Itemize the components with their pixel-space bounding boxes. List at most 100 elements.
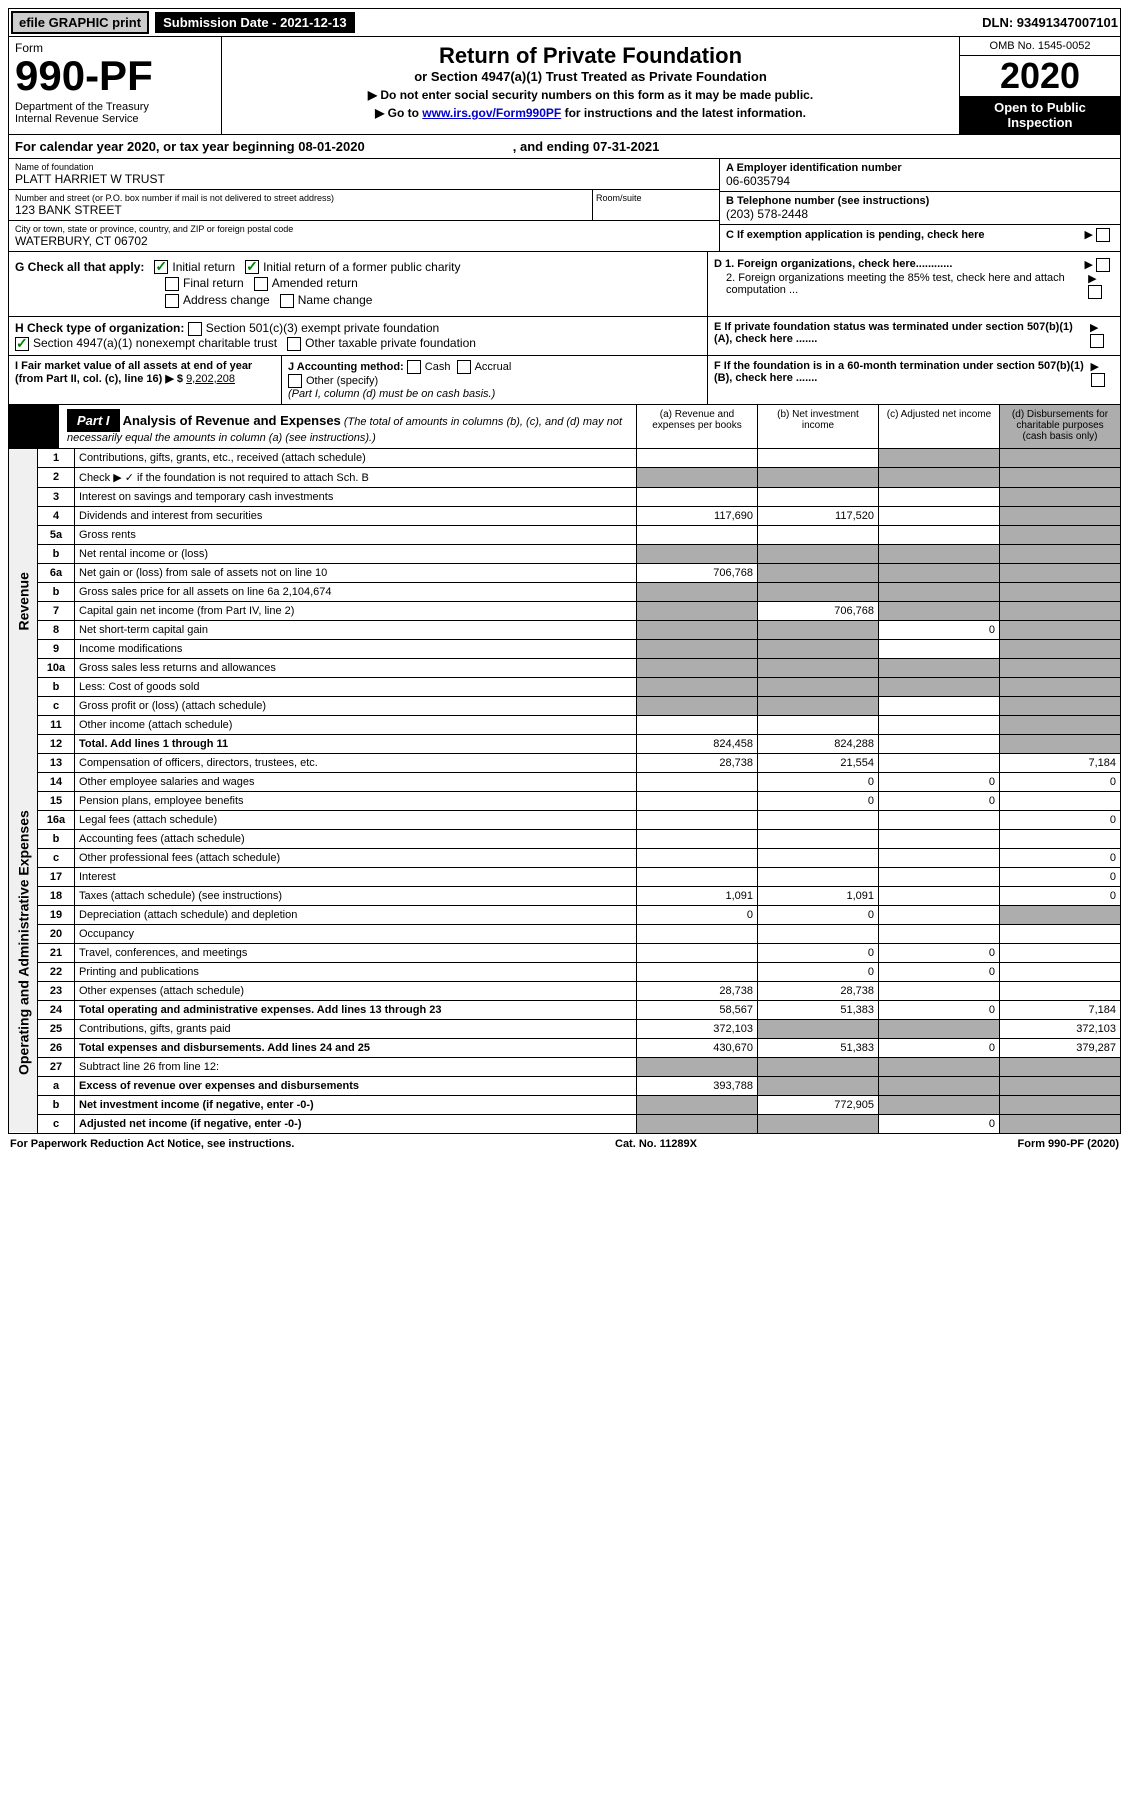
row-desc: Gross sales less returns and allowances [75, 658, 637, 677]
exemption-pending-label: C If exemption application is pending, c… [726, 229, 985, 241]
cell-shaded [758, 563, 879, 582]
cell-shaded [1000, 506, 1121, 525]
cal-end: , and ending 07-31-2021 [513, 139, 660, 154]
cash-checkbox[interactable] [407, 360, 421, 374]
other-method-checkbox[interactable] [288, 374, 302, 388]
e-checkbox[interactable] [1090, 334, 1104, 348]
row-desc: Total. Add lines 1 through 11 [75, 734, 637, 753]
amended-return-checkbox[interactable] [254, 277, 268, 291]
row-number: 12 [38, 734, 75, 753]
cell-amount [1000, 981, 1121, 1000]
irs-link[interactable]: www.irs.gov/Form990PF [422, 106, 561, 120]
form-footer: Form 990-PF (2020) [1018, 1138, 1119, 1150]
cell-shaded [1000, 1057, 1121, 1076]
paperwork-notice: For Paperwork Reduction Act Notice, see … [10, 1138, 294, 1150]
address-change-checkbox[interactable] [165, 294, 179, 308]
initial-former-checkbox[interactable] [245, 260, 259, 274]
cell-amount [879, 867, 1000, 886]
year-block: OMB No. 1545-0052 2020 Open to Public In… [959, 37, 1120, 134]
cell-amount: 0 [1000, 848, 1121, 867]
cell-amount: 0 [758, 962, 879, 981]
cell-shaded [879, 1019, 1000, 1038]
cell-shaded [637, 1095, 758, 1114]
row-number: 15 [38, 791, 75, 810]
row-desc: Net gain or (loss) from sale of assets n… [75, 563, 637, 582]
cell-shaded [758, 677, 879, 696]
cell-amount: 0 [758, 791, 879, 810]
cell-amount [879, 981, 1000, 1000]
f-checkbox[interactable] [1091, 373, 1105, 387]
name-change-checkbox[interactable] [280, 294, 294, 308]
row-number: 3 [38, 487, 75, 506]
cell-shaded [637, 677, 758, 696]
row-number: 16a [38, 810, 75, 829]
cell-amount: 28,738 [637, 753, 758, 772]
row-number: c [38, 1114, 75, 1133]
row-number: 23 [38, 981, 75, 1000]
cell-amount [637, 791, 758, 810]
cell-shaded [879, 601, 1000, 620]
501c3-checkbox[interactable] [188, 322, 202, 336]
row-desc: Printing and publications [75, 962, 637, 981]
row-desc: Net short-term capital gain [75, 620, 637, 639]
exemption-checkbox[interactable] [1096, 228, 1110, 242]
foundation-name: PLATT HARRIET W TRUST [15, 172, 713, 186]
d2-checkbox[interactable] [1088, 285, 1102, 299]
cell-amount: 0 [758, 905, 879, 924]
cal-begin: For calendar year 2020, or tax year begi… [15, 139, 365, 154]
h-label: H Check type of organization: [15, 321, 184, 335]
cell-amount [637, 810, 758, 829]
cell-amount: 7,184 [1000, 753, 1121, 772]
side-label: Revenue [9, 449, 38, 754]
row-desc: Gross profit or (loss) (attach schedule) [75, 696, 637, 715]
row-number: 2 [38, 467, 75, 487]
row-number: a [38, 1076, 75, 1095]
row-number: 20 [38, 924, 75, 943]
row-desc: Check ▶ ✓ if the foundation is not requi… [75, 467, 637, 487]
row-desc: Income modifications [75, 639, 637, 658]
cell-amount [637, 772, 758, 791]
cell-amount: 0 [879, 772, 1000, 791]
4947a1-checkbox[interactable] [15, 337, 29, 351]
col-a-header: (a) Revenue and expenses per books [636, 405, 757, 448]
cell-amount [637, 715, 758, 734]
row-number: 7 [38, 601, 75, 620]
efile-print-button[interactable]: efile GRAPHIC print [11, 11, 149, 34]
form-header: Form 990-PF Department of the Treasury I… [8, 37, 1121, 135]
cell-amount: 51,383 [758, 1038, 879, 1057]
part1-label: Part I [67, 409, 120, 432]
cell-amount [879, 506, 1000, 525]
cell-shaded [1000, 677, 1121, 696]
row-desc: Gross sales price for all assets on line… [75, 582, 637, 601]
omb-number: OMB No. 1545-0052 [960, 37, 1120, 56]
tax-year: 2020 [960, 56, 1120, 96]
open-public: Open to Public Inspection [960, 96, 1120, 134]
page-footer: For Paperwork Reduction Act Notice, see … [8, 1134, 1121, 1154]
cell-shaded [879, 544, 1000, 563]
cell-shaded [879, 1076, 1000, 1095]
row-desc: Gross rents [75, 525, 637, 544]
part1-table: Revenue1Contributions, gifts, grants, et… [8, 449, 1121, 1134]
row-desc: Legal fees (attach schedule) [75, 810, 637, 829]
d2-label: 2. Foreign organizations meeting the 85%… [726, 272, 1088, 299]
cell-shaded [1000, 563, 1121, 582]
cell-amount: 0 [879, 1114, 1000, 1133]
accrual-checkbox[interactable] [457, 360, 471, 374]
cell-amount: 0 [879, 791, 1000, 810]
row-number: 9 [38, 639, 75, 658]
cell-shaded [637, 601, 758, 620]
d1-checkbox[interactable] [1096, 258, 1110, 272]
other-taxable-checkbox[interactable] [287, 337, 301, 351]
initial-return-checkbox[interactable] [154, 260, 168, 274]
row-desc: Contributions, gifts, grants, etc., rece… [75, 449, 637, 468]
cell-shaded [637, 658, 758, 677]
f-label: F If the foundation is in a 60-month ter… [714, 360, 1091, 400]
cell-amount [1000, 791, 1121, 810]
cell-amount: 706,768 [758, 601, 879, 620]
row-number: 17 [38, 867, 75, 886]
cell-amount [1000, 829, 1121, 848]
row-desc: Net investment income (if negative, ente… [75, 1095, 637, 1114]
cell-amount: 28,738 [758, 981, 879, 1000]
final-return-checkbox[interactable] [165, 277, 179, 291]
cell-shaded [879, 563, 1000, 582]
